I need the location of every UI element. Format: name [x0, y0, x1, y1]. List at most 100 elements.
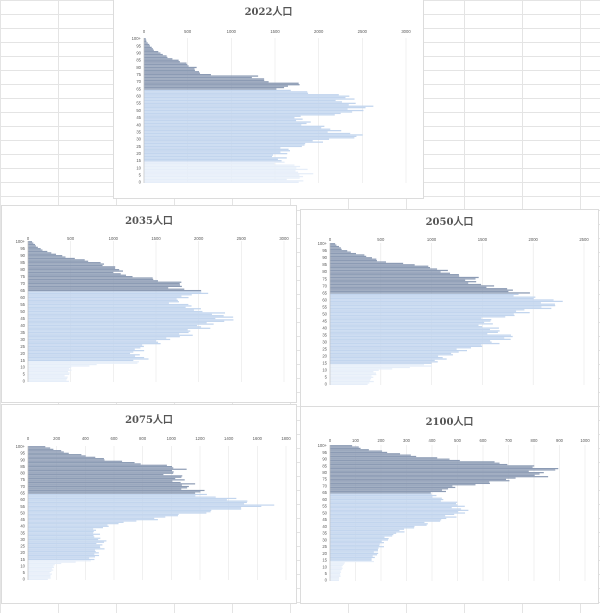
- y-tick-label: 95: [136, 43, 141, 48]
- bar-age-94: [28, 249, 43, 251]
- bar-age-97: [28, 245, 36, 247]
- bar-age-8: [28, 369, 72, 371]
- bar-age-18: [28, 355, 136, 357]
- bar-age-84: [28, 467, 174, 469]
- bar-age-54: [330, 507, 452, 509]
- bar-age-74: [28, 277, 153, 279]
- bar-age-76: [28, 477, 176, 480]
- bar-age-87: [144, 56, 168, 59]
- pyramid-card-2100[interactable]: 2100人口 0 100 200 300 400 500 600 700 800 900 1000 0 5…: [301, 407, 598, 603]
- y-tick-label: 30: [136, 137, 141, 142]
- y-tick-label: 85: [136, 58, 141, 63]
- bar-age-73: [330, 281, 477, 283]
- bar-age-63: [144, 91, 308, 93]
- bar-age-60: [144, 95, 350, 97]
- bar-age-78: [144, 69, 195, 71]
- bar-age-2: [330, 577, 340, 579]
- y-tick-label: 55: [20, 504, 25, 509]
- bar-age-92: [144, 49, 154, 51]
- x-tick-label: 800: [531, 438, 539, 443]
- bar-age-42: [330, 523, 428, 525]
- bar-age-14: [28, 361, 140, 363]
- y-tick-label: 70: [20, 281, 25, 286]
- bar-age-9: [144, 168, 308, 171]
- bar-age-76: [144, 72, 201, 74]
- y-tick-label: 10: [20, 563, 25, 568]
- bar-age-83: [330, 267, 431, 269]
- y-tick-label: 25: [20, 344, 25, 349]
- bar-age-0: [144, 181, 299, 183]
- y-tick-label: 30: [20, 537, 25, 542]
- bar-age-23: [144, 148, 289, 150]
- bar-age-80: [28, 269, 120, 271]
- bar-age-46: [28, 316, 234, 318]
- bar-age-79: [28, 473, 164, 476]
- bar-age-72: [144, 78, 265, 80]
- y-tick-label: 55: [322, 504, 327, 509]
- y-tick-label: 45: [322, 517, 327, 522]
- bar-age-80: [144, 66, 197, 69]
- bar-age-75: [330, 478, 507, 480]
- y-tick-label: 15: [20, 358, 25, 363]
- bar-age-22: [330, 550, 378, 552]
- bar-age-9: [28, 368, 70, 370]
- bar-age-59: [330, 500, 441, 502]
- bar-age-39: [28, 326, 202, 328]
- bar-age-85: [330, 264, 415, 266]
- y-tick-label: 25: [136, 144, 141, 149]
- bar-age-86: [28, 260, 89, 262]
- y-tick-label: 35: [322, 531, 327, 536]
- bar-age-7: [144, 171, 299, 173]
- bar-age-36: [28, 531, 94, 533]
- pyramid-card-2035[interactable]: 2035人口 0 500 1000 1500 2000 2500 3000 0 5 10 15 20 25…: [2, 206, 296, 402]
- bar-age-41: [28, 524, 108, 526]
- bar-age-17: [330, 359, 435, 362]
- bar-age-64: [144, 89, 291, 92]
- y-tick-label: 15: [20, 557, 25, 562]
- bar-age-39: [28, 527, 103, 529]
- bar-age-75: [144, 74, 211, 76]
- x-tick-label: 3000: [279, 236, 289, 241]
- bar-age-17: [28, 556, 96, 558]
- pyramid-card-2022[interactable]: 2022人口 0 500 1000 1500 2000 2500 3000 0 5 10 15 20 25…: [114, 0, 423, 198]
- bar-age-23: [28, 548, 105, 550]
- bar-age-95: [330, 250, 348, 252]
- bar-age-10: [330, 369, 379, 371]
- y-tick-label: 85: [322, 463, 327, 468]
- bar-age-38: [144, 127, 322, 129]
- x-tick-label: 900: [556, 438, 564, 443]
- bar-age-40: [28, 324, 198, 327]
- bar-age-53: [144, 105, 374, 107]
- bar-age-68: [330, 488, 449, 490]
- bar-age-60: [330, 498, 444, 501]
- pyramid-card-2050[interactable]: 2050人口 0 500 1000 1500 2000 2500 0 5 10 15 20 25 30 35…: [301, 210, 598, 406]
- bar-age-5: [144, 174, 300, 176]
- bar-age-94: [144, 46, 152, 49]
- y-tick-label: 40: [20, 524, 25, 529]
- bar-age-24: [28, 347, 141, 349]
- bar-age-33: [28, 534, 94, 537]
- x-tick-label: 500: [67, 236, 75, 241]
- bar-age-40: [330, 327, 499, 329]
- bar-age-88: [330, 461, 495, 463]
- bar-age-19: [28, 354, 140, 356]
- y-tick-label: 35: [20, 530, 25, 535]
- bar-age-45: [28, 519, 158, 521]
- bar-age-33: [330, 337, 505, 339]
- bar-age-42: [28, 523, 119, 525]
- bar-age-81: [330, 269, 448, 272]
- bar-age-87: [330, 462, 500, 464]
- y-tick-label: 100+: [132, 36, 142, 41]
- bar-age-73: [28, 278, 154, 281]
- y-tick-label: 100+: [318, 443, 328, 448]
- bar-age-13: [144, 163, 275, 165]
- bar-age-94: [330, 251, 351, 253]
- bar-age-30: [144, 138, 330, 140]
- bar-age-0: [28, 578, 48, 580]
- bar-age-84: [330, 265, 429, 267]
- bar-age-54: [144, 104, 349, 106]
- bar-age-18: [330, 358, 447, 360]
- bar-age-28: [144, 141, 324, 143]
- pyramid-card-2075[interactable]: 2075人口 0 200 400 600 800 1000 1200 1400 1600 1800 0…: [2, 405, 296, 603]
- bar-age-58: [330, 302, 541, 304]
